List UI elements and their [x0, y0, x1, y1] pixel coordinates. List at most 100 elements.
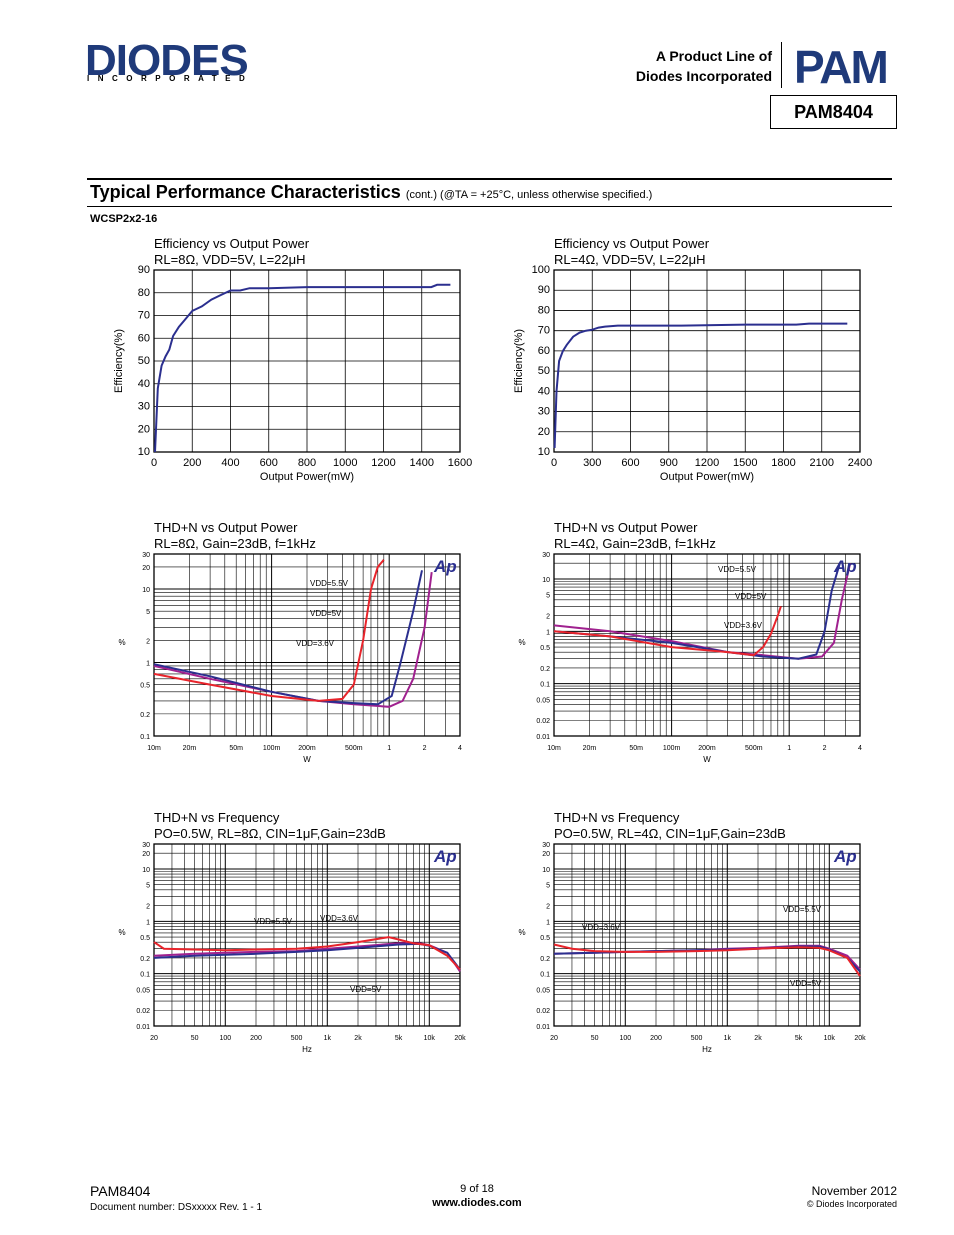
- x-axis-label: Hz: [302, 1045, 312, 1054]
- y-tick-label: 0.2: [540, 956, 550, 963]
- x-tick-label: 100: [619, 1035, 631, 1042]
- y-tick-label: 0.5: [140, 935, 150, 942]
- series-callout-label: VDD=5.5V: [310, 579, 349, 588]
- x-tick-label: 2k: [754, 1035, 762, 1042]
- x-tick-label: 600: [260, 457, 278, 469]
- y-tick-label: 20: [142, 565, 150, 572]
- x-tick-label: 0: [151, 457, 157, 469]
- x-tick-label: 1500: [733, 457, 757, 469]
- diodes-logo: DIODES: [85, 36, 249, 85]
- y-tick-label: 0.05: [536, 697, 550, 704]
- series-line-vdd-5-5v: [553, 562, 852, 660]
- y-tick-label: 0.02: [136, 1008, 150, 1015]
- series-callout-label: VDD=3.6V: [320, 914, 359, 923]
- x-tick-label: 200: [183, 457, 201, 469]
- y-tick-label: 60: [538, 345, 550, 357]
- y-tick-label: 5: [546, 593, 550, 600]
- y-tick-label: 30: [538, 406, 550, 418]
- x-tick-label: 20: [550, 1035, 558, 1042]
- y-tick-label: 90: [138, 264, 150, 276]
- x-tick-label: 5k: [795, 1035, 803, 1042]
- x-tick-label: 2k: [354, 1035, 362, 1042]
- x-tick-label: 10m: [547, 745, 561, 752]
- y-tick-label: 1: [546, 629, 550, 636]
- ap-logo-icon: Ap: [433, 557, 457, 576]
- chart-thdn-power-4ohm: THD+N vs Output Power RL=4Ω, Gain=23dB, f…: [510, 516, 890, 786]
- y-tick-label: 10: [542, 867, 550, 874]
- x-tick-label: 400: [221, 457, 239, 469]
- series-line-0: [154, 283, 451, 453]
- x-tick-label: 200: [250, 1035, 262, 1042]
- footer-part: PAM8404: [90, 1183, 151, 1199]
- series-callout-label: VDD=3.6V: [724, 621, 763, 630]
- header-divider: [781, 42, 782, 88]
- y-tick-label: 1: [146, 661, 150, 668]
- y-tick-label: 20: [138, 423, 150, 435]
- x-tick-label: 4: [458, 745, 462, 752]
- y-tick-label: 0.02: [536, 1008, 550, 1015]
- y-tick-label: 2: [546, 904, 550, 911]
- x-tick-label: 10k: [424, 1035, 436, 1042]
- chart-subtitle: RL=4Ω, Gain=23dB, f=1kHz: [554, 536, 716, 551]
- chart-efficiency-8ohm: Efficiency vs Output Power RL=8Ω, VDD=5V,…: [110, 232, 490, 502]
- product-line: A Product Line of Diodes Incorporated: [560, 46, 772, 86]
- series-line-vdd-5-5v: [153, 571, 433, 708]
- chart-thdn-freq-4ohm: THD+N vs Frequency PO=0.5W, RL=4Ω, CIN=1μ…: [510, 806, 890, 1076]
- x-tick-label: 1200: [695, 457, 719, 469]
- y-tick-label: 30: [542, 842, 550, 849]
- chart-subtitle: RL=8Ω, Gain=23dB, f=1kHz: [154, 536, 316, 551]
- chart-subtitle: RL=4Ω, VDD=5V, L=22μH: [554, 252, 706, 267]
- plot-frame: [153, 843, 461, 1027]
- x-tick-label: 2: [423, 745, 427, 752]
- x-tick-label: 10k: [824, 1035, 836, 1042]
- y-tick-label: 0.2: [540, 666, 550, 673]
- chart-efficiency-4ohm: Efficiency vs Output Power RL=4Ω, VDD=5V,…: [510, 232, 890, 502]
- footer-doc-number: Document number: DSxxxxx Rev. 1 - 1: [90, 1202, 263, 1213]
- footer-url[interactable]: www.diodes.com: [432, 1197, 522, 1209]
- y-tick-label: 2: [146, 638, 150, 645]
- plot-frame: [553, 553, 861, 737]
- x-tick-label: 50: [191, 1035, 199, 1042]
- y-tick-label: 70: [138, 310, 150, 322]
- chart-title: THD+N vs Frequency: [154, 810, 280, 825]
- x-tick-label: 10m: [147, 745, 161, 752]
- chart-title: Efficiency vs Output Power: [154, 236, 310, 251]
- y-tick-label: 0.1: [140, 972, 150, 979]
- series-line-vdd-3-6v: [553, 605, 782, 657]
- y-tick-label: 10: [142, 587, 150, 594]
- x-tick-label: 1400: [410, 457, 434, 469]
- x-tick-label: 100m: [263, 745, 281, 752]
- section-rule-top: [87, 178, 892, 180]
- x-tick-label: 1200: [371, 457, 395, 469]
- y-tick-label: 0.01: [536, 734, 550, 741]
- diodes-logo-subtitle: INCORPORATED: [87, 74, 254, 83]
- x-tick-label: 20m: [583, 745, 597, 752]
- y-tick-label: 0.05: [536, 987, 550, 994]
- plot-frame: [153, 553, 461, 737]
- x-tick-label: 100: [219, 1035, 231, 1042]
- x-tick-label: 900: [660, 457, 678, 469]
- x-tick-label: 1600: [448, 457, 472, 469]
- section-note: (cont.) (@TA = +25°C, unless otherwise s…: [405, 189, 653, 201]
- y-tick-label: 0.1: [140, 734, 150, 741]
- series-line-vdd-3-6v: [153, 936, 461, 971]
- y-tick-label: 40: [538, 385, 550, 397]
- x-axis-label: W: [303, 755, 311, 764]
- y-tick-label: 0.1: [540, 682, 550, 689]
- x-tick-label: 1000: [333, 457, 357, 469]
- y-tick-label: 40: [138, 378, 150, 390]
- x-tick-label: 500m: [745, 745, 763, 752]
- x-axis-label: W: [703, 755, 711, 764]
- y-tick-label: 20: [142, 851, 150, 858]
- x-tick-label: 20k: [454, 1035, 466, 1042]
- x-tick-label: 1k: [324, 1035, 332, 1042]
- ap-logo-icon: Ap: [433, 847, 457, 866]
- y-axis-label: %: [518, 928, 525, 937]
- x-tick-label: 600: [621, 457, 639, 469]
- y-tick-label: 30: [542, 552, 550, 559]
- x-tick-label: 20k: [854, 1035, 866, 1042]
- x-tick-label: 5k: [395, 1035, 403, 1042]
- y-tick-label: 0.2: [140, 712, 150, 719]
- chart-title: THD+N vs Output Power: [554, 520, 698, 535]
- x-tick-label: 1: [387, 745, 391, 752]
